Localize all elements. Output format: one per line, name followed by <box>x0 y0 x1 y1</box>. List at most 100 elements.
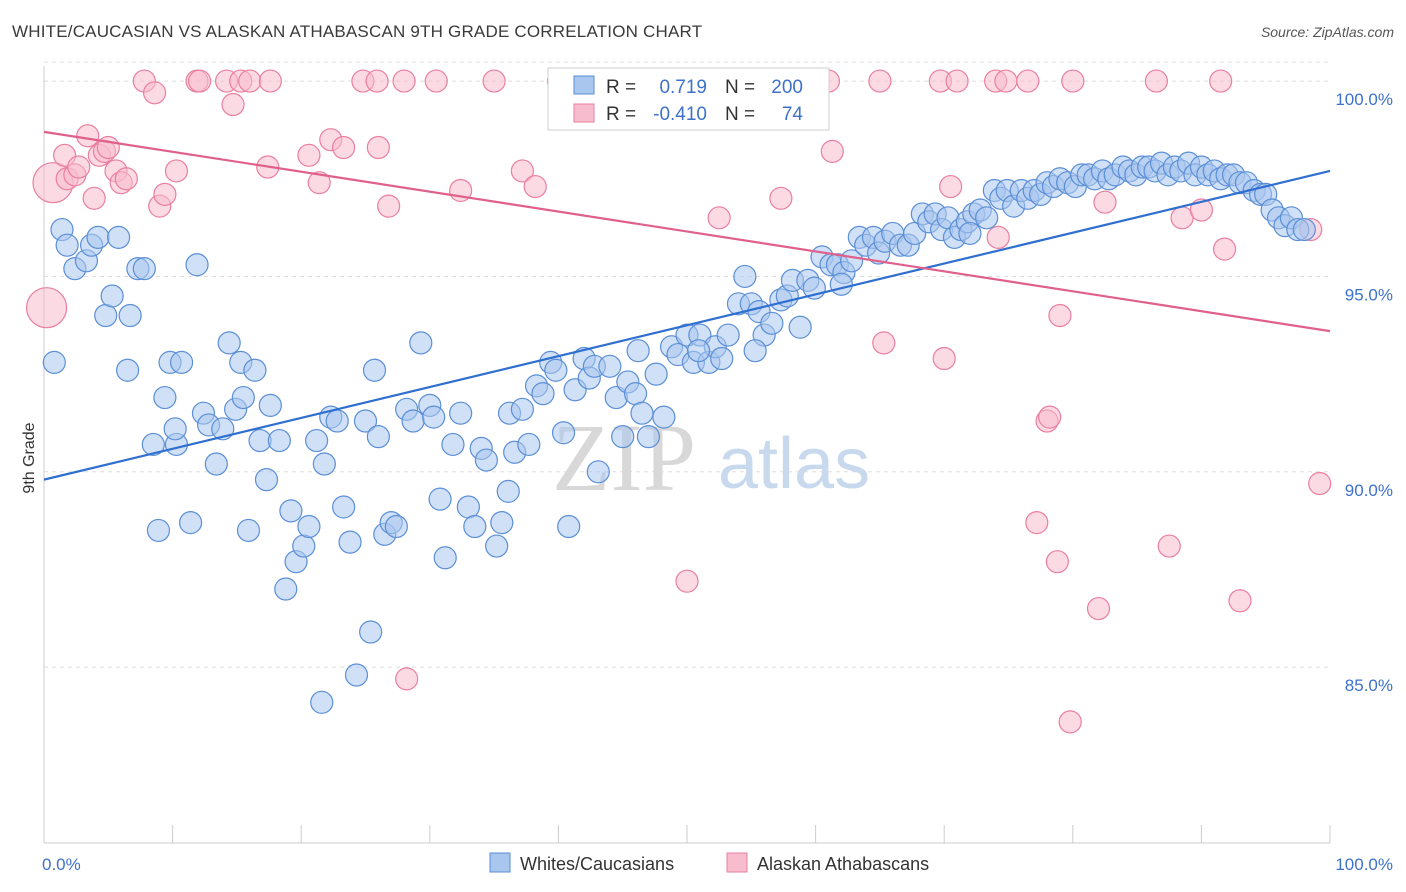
x-tick-label-min: 0.0% <box>42 855 81 874</box>
blue-point <box>344 663 369 687</box>
y-axis-title: 9th Grade <box>21 422 38 493</box>
pink-point <box>872 331 896 355</box>
blue-point <box>716 323 740 347</box>
blue-point <box>204 452 228 476</box>
pink-point <box>142 81 167 105</box>
blue-point <box>975 206 999 230</box>
pink-point <box>424 69 448 93</box>
blue-point <box>94 303 118 328</box>
blue-point <box>185 253 209 277</box>
blue-point <box>258 393 282 417</box>
blue-point <box>510 397 534 421</box>
blue-point <box>652 405 676 429</box>
pink-point <box>392 69 416 93</box>
blue-point <box>644 362 668 386</box>
legend-blue-n-value: 200 <box>771 77 803 98</box>
pink-point <box>25 287 68 329</box>
pink-point <box>377 194 401 218</box>
blue-point <box>118 303 142 328</box>
source-label[interactable]: Source: ZipAtlas.com <box>1260 24 1394 40</box>
blue-point <box>274 577 298 601</box>
pink-point <box>307 171 331 195</box>
trendlines <box>43 130 1331 481</box>
pink-trendline <box>43 130 1331 333</box>
pink-point <box>188 69 212 93</box>
blue-point <box>733 264 757 289</box>
blue-point <box>279 499 303 523</box>
pink-point <box>221 92 245 117</box>
blue-point <box>829 272 853 296</box>
blue-point <box>236 518 261 543</box>
legend-pink-n-label: N = <box>725 104 755 125</box>
y-tick-label: 100.0% <box>1335 90 1393 109</box>
bottom-legend-blue-label: Whites/Caucasians <box>520 854 674 874</box>
blue-point <box>310 690 334 714</box>
pink-point <box>366 135 390 160</box>
pink-point <box>523 174 547 199</box>
legend-blue-n-label: N = <box>725 77 755 98</box>
blue-point <box>292 534 316 558</box>
legend-pink-r-label: R = <box>606 104 636 125</box>
pink-point <box>1016 69 1040 93</box>
blue-point <box>163 417 187 441</box>
blue-point <box>686 339 711 363</box>
blue-point <box>557 514 581 539</box>
pink-point <box>1189 198 1214 222</box>
pink-point <box>707 206 731 230</box>
blue-point <box>384 514 408 539</box>
blue-point <box>743 339 767 363</box>
blue-point <box>485 534 509 558</box>
blue-point <box>490 510 514 535</box>
pink-point <box>365 69 389 93</box>
legend-pink-swatch <box>573 103 595 123</box>
blue-point <box>409 331 433 355</box>
pink-point <box>297 143 321 167</box>
blue-point <box>474 448 498 472</box>
blue-point <box>170 350 194 374</box>
pink-point <box>1048 303 1072 328</box>
blue-point <box>1292 217 1316 242</box>
chart-title: WHITE/CAUCASIAN VS ALASKAN ATHABASCAN 9T… <box>12 22 703 41</box>
pink-point <box>482 69 506 93</box>
blue-point <box>456 495 480 519</box>
blue-point <box>958 221 982 246</box>
pink-point <box>395 667 419 691</box>
blue-point <box>132 257 156 281</box>
watermark: ZIP atlas <box>552 404 870 511</box>
legend-blue-r-value: 0.719 <box>659 77 707 98</box>
pink-point <box>986 225 1010 249</box>
blue-point <box>636 425 661 449</box>
blue-point <box>179 510 203 535</box>
pink-point <box>1086 596 1111 621</box>
blue-point <box>86 225 110 249</box>
pink-point <box>332 135 356 160</box>
pink-point <box>1025 510 1049 535</box>
pink-point <box>510 159 534 183</box>
blue-point <box>231 385 255 410</box>
blue-point <box>359 620 383 644</box>
bottom-legend-blue-swatch <box>489 852 511 873</box>
blue-point <box>551 421 576 445</box>
bottom-legend-pink-label: Alaskan Athabascans <box>757 854 929 874</box>
pink-point <box>1308 471 1332 496</box>
pink-point <box>1212 237 1237 261</box>
pink-point <box>82 186 106 210</box>
blue-point <box>353 409 378 433</box>
blue-point <box>630 401 654 425</box>
blue-point <box>710 346 734 371</box>
y-tick-label: 85.0% <box>1345 676 1393 695</box>
blue-point <box>254 468 279 492</box>
legend-pink-r-value: -0.410 <box>653 104 707 125</box>
pink-point <box>994 69 1018 93</box>
legend-blue-swatch <box>573 75 595 95</box>
blue-point <box>531 382 555 406</box>
blue-point <box>100 284 124 308</box>
pink-point <box>769 186 793 210</box>
pink-point <box>1061 69 1085 93</box>
legend-blue-r-label: R = <box>606 77 636 98</box>
pink-point <box>820 139 844 164</box>
blue-point <box>428 487 452 511</box>
blue-point <box>325 409 349 433</box>
pink-point <box>1209 69 1233 93</box>
